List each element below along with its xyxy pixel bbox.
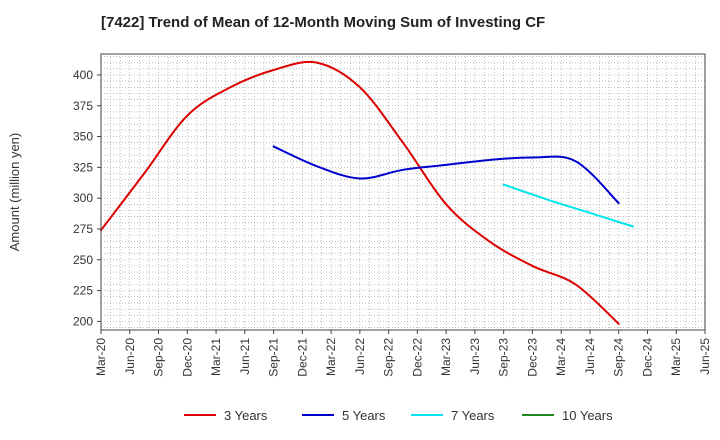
grid <box>100 54 706 330</box>
y-tick-label: 200 <box>73 314 93 328</box>
chart-title: [7422] Trend of Mean of 12-Month Moving … <box>101 14 545 31</box>
series-line-5-years <box>272 145 620 205</box>
x-tick-label: Dec-21 <box>295 338 309 377</box>
x-tick-label: Sep-20 <box>152 338 166 377</box>
x-tick-label: Mar-20 <box>94 338 108 376</box>
x-tick-label: Jun-21 <box>238 338 252 375</box>
x-axis-ticks: Mar-20 Jun-20 Sep-20 Dec-20 Mar-21 Jun-21 Sep-… <box>94 330 712 377</box>
x-tick-label: Sep-22 <box>382 338 396 377</box>
x-tick-label: Jun-23 <box>468 338 482 375</box>
y-tick-label: 250 <box>73 253 93 267</box>
x-tick-label: Jun-22 <box>353 338 367 375</box>
legend-label: 10 Years <box>562 408 613 423</box>
y-tick-label: 350 <box>73 130 93 144</box>
x-tick-label: Jun-24 <box>583 338 597 375</box>
legend-label: 5 Years <box>342 408 386 423</box>
x-tick-label: Mar-22 <box>324 338 338 376</box>
series-lines <box>100 60 635 325</box>
series-line-3-years <box>100 60 620 325</box>
x-tick-label: Dec-23 <box>525 338 539 377</box>
y-tick-label: 225 <box>73 284 93 298</box>
y-tick-label: 375 <box>73 99 93 113</box>
legend-label: 7 Years <box>451 408 495 423</box>
y-tick-label: 275 <box>73 222 93 236</box>
x-tick-label: Dec-22 <box>410 338 424 377</box>
x-tick-label: Jun-20 <box>123 338 137 375</box>
x-tick-label: Dec-24 <box>640 338 654 377</box>
x-tick-label: Mar-24 <box>554 338 568 376</box>
y-axis-ticks: 200 225 250 275 300 325 350 375 400 <box>73 68 101 328</box>
x-tick-label: Mar-21 <box>209 338 223 376</box>
legend: 3 Years 5 Years 7 Years 10 Years <box>184 408 613 423</box>
y-tick-label: 400 <box>73 68 93 82</box>
x-tick-label: Jun-25 <box>698 338 712 375</box>
x-tick-label: Dec-20 <box>180 338 194 377</box>
y-axis-label: Amount (million yen) <box>7 133 22 252</box>
y-tick-label: 325 <box>73 160 93 174</box>
series-line-7-years <box>502 183 635 228</box>
x-tick-label: Sep-23 <box>497 338 511 377</box>
x-tick-label: Sep-24 <box>612 338 626 377</box>
x-tick-label: Mar-23 <box>439 338 453 376</box>
x-tick-label: Sep-21 <box>267 338 281 377</box>
x-tick-label: Mar-25 <box>669 338 683 376</box>
y-tick-label: 300 <box>73 191 93 205</box>
legend-label: 3 Years <box>224 408 268 423</box>
plot-frame <box>100 53 706 331</box>
